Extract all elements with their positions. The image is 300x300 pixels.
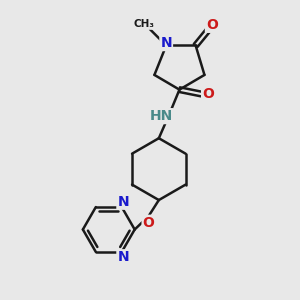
Text: CH₃: CH₃ — [133, 19, 154, 29]
Text: N: N — [117, 250, 129, 264]
Text: N: N — [117, 195, 129, 209]
Text: O: O — [142, 216, 154, 230]
Text: O: O — [206, 18, 218, 32]
Text: O: O — [202, 87, 214, 101]
Text: N: N — [160, 36, 172, 50]
Text: HN: HN — [149, 109, 172, 123]
